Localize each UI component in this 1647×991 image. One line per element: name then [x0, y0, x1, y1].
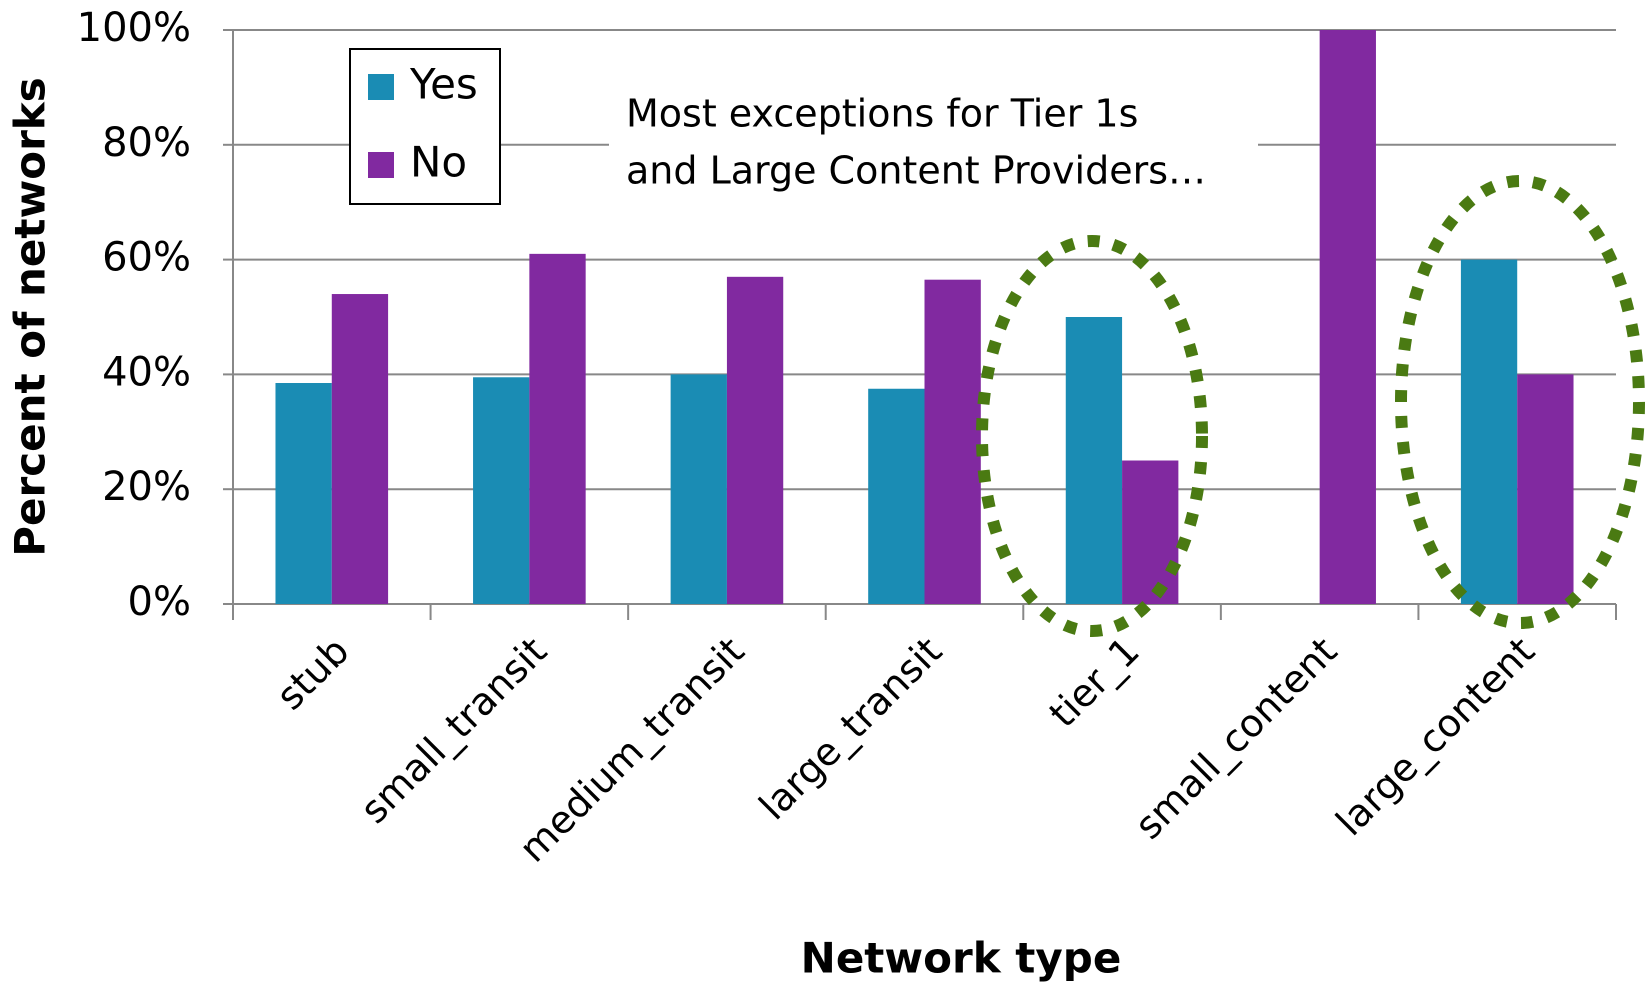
y-tick-label: 80%: [102, 120, 191, 166]
highlight-ellipse: [976, 235, 1208, 637]
legend-label: No: [410, 138, 467, 187]
y-tick-label: 0%: [128, 579, 191, 625]
y-tick-label: 20%: [102, 464, 191, 510]
x-tick-label: tier_1: [1041, 629, 1148, 736]
bar: [275, 383, 332, 604]
bar: [670, 374, 727, 604]
bar: [529, 253, 586, 605]
y-tick-label: 60%: [102, 235, 191, 281]
bar: [1517, 374, 1574, 604]
legend-swatch: [368, 152, 394, 178]
annotation: and Large Content Providers…: [626, 149, 1206, 193]
y-axis-title: Percent of networks: [6, 77, 55, 556]
bar: [331, 294, 389, 604]
annotation-box: [609, 89, 1258, 200]
highlight-ellipse: [1395, 175, 1645, 629]
legend: Yes No: [349, 48, 501, 205]
x-tick-label: stub: [268, 629, 358, 719]
x-tick-label: large_transit: [751, 629, 951, 829]
x-tick-label: large_content: [1327, 629, 1543, 845]
y-tick-label: 100%: [77, 5, 191, 51]
bar: [924, 279, 981, 604]
bar: [1319, 30, 1376, 604]
legend-swatch: [368, 74, 394, 100]
annotation: Most exceptions for Tier 1s: [626, 92, 1138, 136]
x-tick-label: small_transit: [352, 629, 555, 832]
bar: [726, 276, 784, 604]
bar: [1065, 317, 1123, 604]
x-tick-label: small_content: [1126, 629, 1345, 848]
x-axis-title: Network type: [801, 934, 1122, 983]
bar: [868, 388, 925, 604]
bar: [1122, 460, 1179, 604]
bars: [275, 30, 1574, 605]
bar: [1460, 259, 1518, 604]
legend-label: Yes: [409, 60, 478, 109]
y-tick-label: 40%: [102, 349, 191, 395]
bar: [473, 377, 530, 604]
